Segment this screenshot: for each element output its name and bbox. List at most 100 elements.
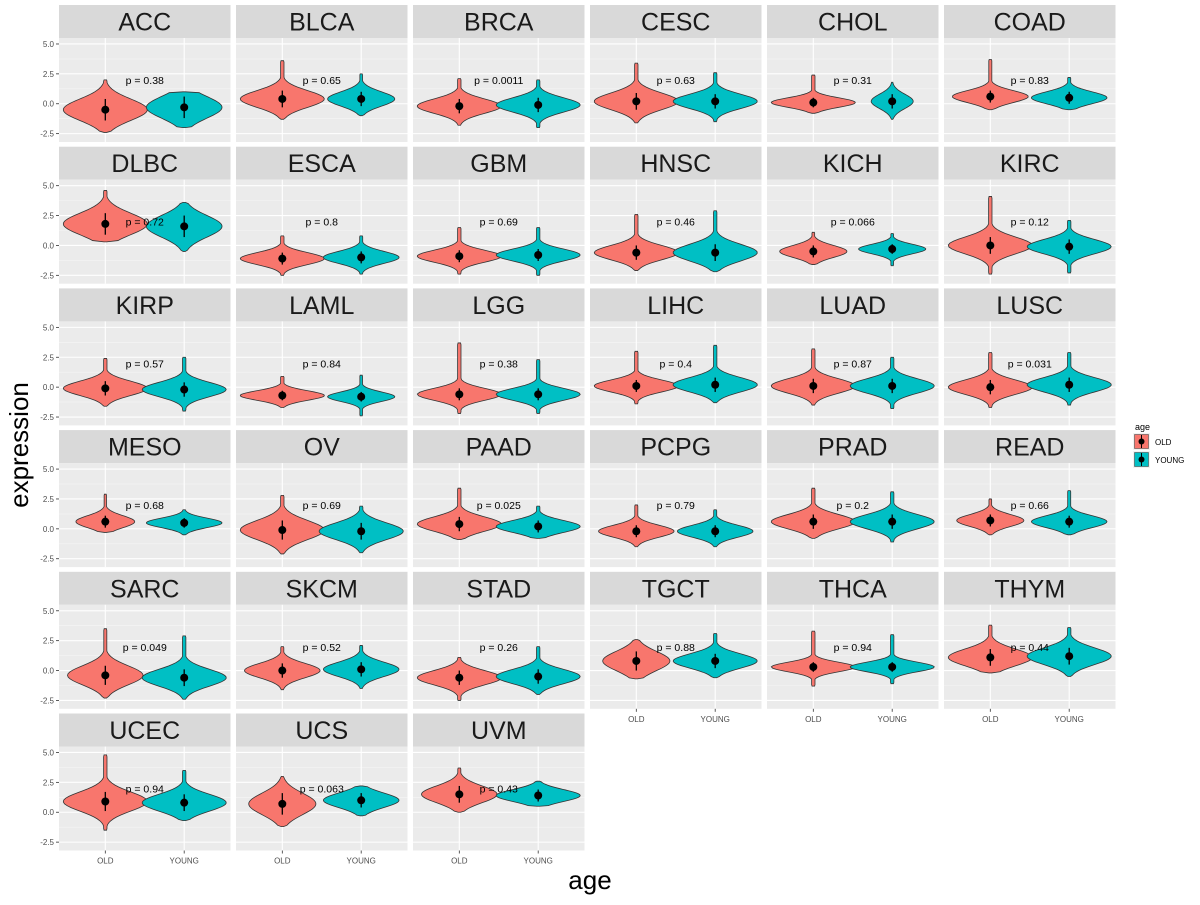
mean-point-young — [711, 527, 720, 536]
panel-prad: PRAD p = 0.2 — [767, 430, 939, 568]
panel-background — [944, 321, 1116, 426]
facet-strip — [413, 288, 585, 322]
violin-young — [495, 359, 581, 414]
mean-point-young — [1065, 517, 1074, 526]
mean-point-old — [809, 517, 818, 526]
mean-point-young — [888, 381, 897, 390]
panel-hnsc: HNSC p = 0.46 — [590, 146, 762, 284]
mean-point-young — [1065, 380, 1074, 389]
panel-chol: CHOL p = 0.31 — [767, 5, 939, 142]
facet-strip — [59, 146, 231, 180]
violin-old — [75, 493, 136, 533]
panel-lusc: LUSC p = 0.031 — [944, 288, 1116, 426]
mean-point-young — [711, 380, 720, 389]
panel-stad: STAD p = 0.26 — [413, 571, 585, 709]
p-value-label: p = 0.94 — [126, 784, 164, 796]
facet-label: LUSC — [996, 292, 1063, 320]
panel-background — [767, 179, 939, 284]
mean-point-young — [888, 245, 897, 254]
p-value-label: p = 0.049 — [123, 642, 167, 654]
facet-label: MESO — [108, 434, 182, 462]
mean-point-old — [455, 390, 464, 399]
mean-point-old — [632, 656, 641, 665]
panel-luad: LUAD p = 0.87 — [767, 288, 939, 426]
mean-point-young — [534, 100, 543, 109]
violin-young — [849, 634, 935, 685]
violin-old — [67, 628, 144, 699]
p-value-label: p = 0.4 — [660, 358, 693, 370]
y-tick-label: -2.5 — [40, 413, 54, 422]
x-tick-label: YOUNG — [1055, 715, 1084, 724]
facet-label: LIHC — [647, 292, 704, 320]
facet-strip — [944, 288, 1116, 322]
panel-background — [236, 604, 408, 709]
x-tick-label: OLD — [628, 715, 645, 724]
facet-label: KIRP — [116, 292, 174, 320]
mean-point-young — [534, 791, 543, 800]
y-tick-label: 0.0 — [43, 241, 55, 250]
p-value-label: p = 0.025 — [477, 500, 521, 512]
legend-key-old — [1133, 433, 1150, 450]
p-value-label: p = 0.66 — [1011, 500, 1049, 512]
x-tick-label: YOUNG — [170, 857, 199, 866]
y-tick-label: -2.5 — [40, 696, 54, 705]
p-value-label: p = 0.63 — [657, 75, 695, 87]
panel-read: READ p = 0.66 — [944, 430, 1116, 568]
facet-strip — [236, 288, 408, 322]
violin-old — [239, 60, 325, 120]
panel-cesc: CESC p = 0.63 — [590, 5, 762, 142]
p-value-label: p = 0.79 — [657, 500, 695, 512]
facet-strip — [59, 430, 231, 464]
legend: age OLD YOUNG — [1133, 422, 1184, 468]
y-tick-label: -2.5 — [40, 838, 54, 847]
y-tick-label: 0.0 — [43, 525, 55, 534]
panel-uvm: UVM p = 0.43 — [413, 713, 585, 851]
panel-background — [413, 38, 585, 142]
p-value-label: p = 0.031 — [1008, 358, 1052, 370]
x-tick-label: OLD — [805, 715, 822, 724]
panel-kich: KICH p = 0.066 — [767, 146, 939, 284]
mean-point-young — [357, 796, 366, 805]
mean-point-old — [455, 252, 464, 261]
panel-background — [590, 321, 762, 426]
facet-label: UVM — [471, 717, 527, 745]
y-tick-label: 0.0 — [43, 100, 55, 109]
facet-label: SARC — [110, 575, 179, 603]
panel-kirc: KIRC p = 0.12 — [944, 146, 1116, 284]
facet-strip — [944, 146, 1116, 180]
panel-thym: THYM p = 0.44 — [944, 571, 1116, 709]
facet-label: ACC — [118, 9, 171, 37]
mean-point-old — [986, 241, 995, 250]
y-tick-label: 2.5 — [43, 495, 55, 504]
facet-strip — [413, 430, 585, 464]
facet-label: LGG — [472, 292, 525, 320]
p-value-label: p = 0.46 — [657, 217, 695, 229]
facet-strip — [413, 713, 585, 747]
mean-point-old — [455, 520, 464, 529]
panel-background — [236, 321, 408, 426]
panel-background — [767, 604, 939, 709]
mean-point-old — [986, 653, 995, 662]
y-axis-layer: -2.5 0.0 2.5 5.0 -2.5 0.0 2.5 5.0 -2.5 0.0 2.5 5.0 -… — [40, 40, 59, 847]
facet-label: SKCM — [286, 575, 358, 603]
facet-label: READ — [995, 434, 1064, 462]
facet-strip — [767, 430, 939, 464]
facet-strip — [590, 5, 762, 38]
mean-point-young — [180, 103, 189, 112]
mean-point-old — [455, 790, 464, 799]
mean-point-young — [357, 94, 366, 103]
p-value-label: p = 0.31 — [834, 75, 872, 87]
mean-point-old — [632, 248, 641, 257]
mean-point-old — [986, 383, 995, 392]
p-value-label: p = 0.2 — [837, 500, 870, 512]
mean-point-old — [809, 381, 818, 390]
panel-background — [767, 321, 939, 426]
facet-label: TGCT — [642, 575, 710, 603]
y-tick-label: 2.5 — [43, 70, 55, 79]
p-value-label: p = 0.83 — [1011, 75, 1049, 87]
y-axis-title: expression — [4, 382, 34, 508]
panel-brca: BRCA p = 0.0011 — [413, 5, 585, 142]
facet-label: THYM — [994, 575, 1065, 603]
